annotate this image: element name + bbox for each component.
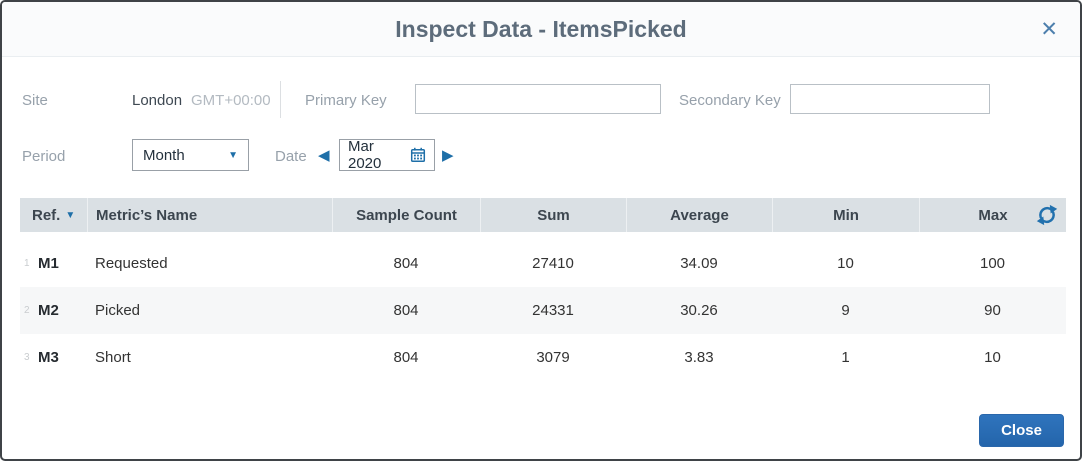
column-header-metric-name[interactable]: Metric’s Name — [87, 198, 332, 232]
cell-ref: M3 — [38, 349, 59, 366]
secondary-key-input[interactable] — [790, 84, 990, 114]
chevron-down-icon: ▼ — [228, 149, 238, 161]
column-header-max[interactable]: Max — [919, 198, 1066, 232]
cell-sum: 24331 — [532, 302, 574, 319]
secondary-key-label: Secondary Key — [679, 92, 781, 109]
date-next-icon[interactable]: ▶ — [442, 147, 454, 164]
table-body-spacer — [20, 232, 1066, 240]
site-value: London — [132, 92, 183, 109]
calendar-icon[interactable] — [410, 147, 426, 163]
cell-sample-count: 804 — [393, 302, 419, 319]
cell-metric-name: Picked — [95, 302, 141, 319]
sort-desc-icon[interactable]: ▼ — [65, 209, 76, 221]
cell-average: 34.09 — [680, 255, 718, 272]
site-timezone: GMT+00:00 — [191, 92, 271, 109]
cell-sum: 3079 — [536, 349, 570, 366]
close-button[interactable]: Close — [979, 414, 1064, 447]
dialog-title: Inspect Data - ItemsPicked — [395, 16, 687, 42]
date-input[interactable]: Mar 2020 — [339, 138, 435, 172]
cell-ref: M2 — [38, 302, 59, 319]
cell-sample-count: 804 — [393, 349, 419, 366]
cell-sample-count: 804 — [393, 255, 419, 272]
date-label: Date — [275, 148, 307, 165]
period-select[interactable]: Month ▼ — [132, 139, 249, 171]
cell-ref: M1 — [38, 255, 59, 272]
site-label: Site — [22, 92, 48, 109]
column-header-min[interactable]: Min — [772, 198, 919, 232]
period-label: Period — [22, 148, 66, 165]
table-row: 2 M2 Picked 804 24331 30.26 9 90 — [20, 287, 1066, 334]
filter-divider — [280, 81, 281, 118]
cell-min: 1 — [841, 349, 850, 366]
period-selected-value: Month — [143, 146, 185, 164]
close-icon[interactable]: ✕ — [1040, 18, 1058, 41]
refresh-icon[interactable] — [1034, 202, 1060, 228]
dialog-titlebar: Inspect Data - ItemsPicked ✕ — [2, 2, 1080, 57]
row-number: 3 — [24, 352, 30, 363]
table-row: 3 M3 Short 804 3079 3.83 1 10 — [20, 334, 1066, 381]
column-header-ref[interactable]: Ref. ▼ — [32, 206, 76, 224]
cell-max: 10 — [984, 349, 1001, 366]
metrics-table: Ref. ▼ Metric’s Name Sample Count Sum Av… — [20, 198, 1066, 381]
cell-metric-name: Requested — [95, 255, 168, 272]
primary-key-input[interactable] — [415, 84, 661, 114]
date-value: Mar 2020 — [348, 138, 382, 172]
cell-metric-name: Short — [95, 349, 131, 366]
row-number: 1 — [24, 258, 30, 269]
row-number: 2 — [24, 305, 30, 316]
cell-sum: 27410 — [532, 255, 574, 272]
table-header-row: Ref. ▼ Metric’s Name Sample Count Sum Av… — [20, 198, 1066, 232]
cell-average: 30.26 — [680, 302, 718, 319]
column-header-average[interactable]: Average — [626, 198, 772, 232]
column-header-sum[interactable]: Sum — [480, 198, 626, 232]
date-prev-icon[interactable]: ◀ — [318, 147, 330, 164]
primary-key-label: Primary Key — [305, 92, 387, 109]
cell-min: 9 — [841, 302, 850, 319]
cell-max: 90 — [984, 302, 1001, 319]
table-row: 1 M1 Requested 804 27410 34.09 10 100 — [20, 240, 1066, 287]
cell-min: 10 — [837, 255, 854, 272]
column-header-sample-count[interactable]: Sample Count — [332, 198, 480, 232]
cell-max: 100 — [979, 255, 1006, 272]
cell-average: 3.83 — [684, 349, 714, 366]
